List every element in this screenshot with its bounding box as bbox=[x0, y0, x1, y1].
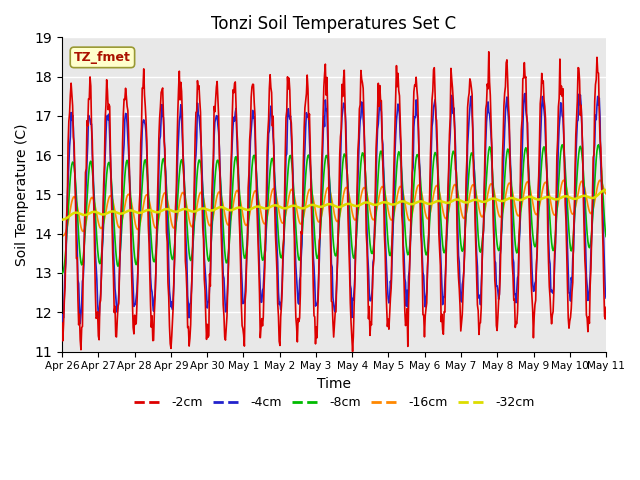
Text: TZ_fmet: TZ_fmet bbox=[74, 51, 131, 64]
Y-axis label: Soil Temperature (C): Soil Temperature (C) bbox=[15, 123, 29, 266]
Legend: -2cm, -4cm, -8cm, -16cm, -32cm: -2cm, -4cm, -8cm, -16cm, -32cm bbox=[129, 391, 540, 414]
X-axis label: Time: Time bbox=[317, 377, 351, 391]
Title: Tonzi Soil Temperatures Set C: Tonzi Soil Temperatures Set C bbox=[211, 15, 456, 33]
